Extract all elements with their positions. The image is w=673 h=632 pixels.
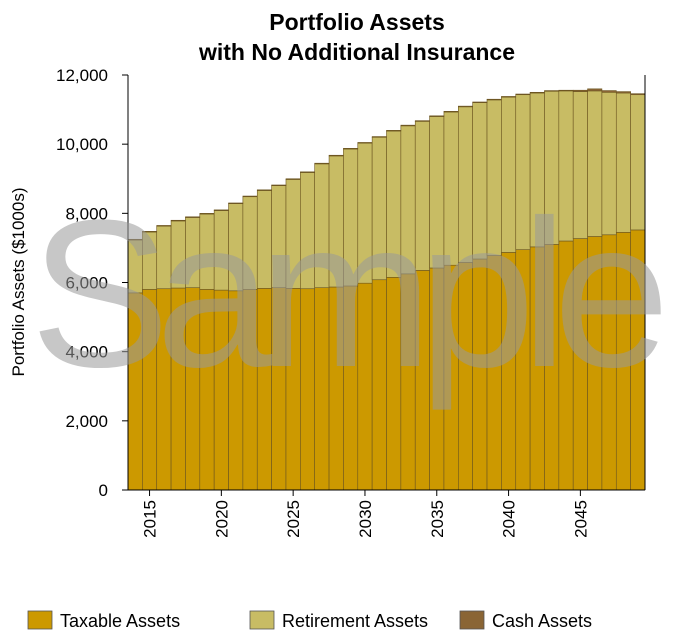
- bar-segment: [515, 93, 531, 96]
- bar-segment: [300, 171, 315, 173]
- bar-segment: [228, 202, 244, 204]
- legend-swatch: [459, 610, 485, 630]
- bar-segment: [472, 101, 488, 103]
- bar-segment: [170, 219, 186, 222]
- bar-segment: [558, 89, 574, 92]
- legend-label: Retirement Assets: [282, 611, 428, 631]
- bar-segment: [142, 231, 158, 233]
- x-tick-label: 2020: [212, 500, 231, 538]
- y-tick-label: 4,000: [65, 343, 108, 362]
- bar-segment: [630, 93, 646, 96]
- y-tick-label: 8,000: [65, 204, 108, 223]
- y-tick-label: 0: [99, 481, 108, 500]
- bar-segment: [156, 225, 172, 227]
- bar-segment: [357, 142, 373, 144]
- y-tick-label: 2,000: [65, 412, 108, 431]
- bar-segment: [285, 178, 301, 180]
- legend-label: Taxable Assets: [60, 611, 180, 631]
- bar-segment: [615, 91, 631, 94]
- x-tick-label: 2045: [571, 500, 590, 538]
- bar-segment: [587, 88, 603, 92]
- bar-segment: [314, 162, 330, 165]
- y-tick-label: 10,000: [56, 135, 108, 154]
- legend-swatch: [249, 610, 275, 630]
- bar-segment: [213, 209, 229, 211]
- bar-segment: [386, 130, 402, 132]
- bar-segment: [601, 90, 617, 93]
- bar-segment: [501, 96, 517, 98]
- chart-subtitle: with No Additional Insurance: [198, 39, 515, 65]
- bar-segment: [458, 105, 473, 108]
- y-tick-label: 6,000: [65, 274, 108, 293]
- legend-swatch: [27, 610, 53, 630]
- bar-segment: [529, 91, 545, 94]
- bar-segment: [544, 90, 560, 92]
- x-tick-label: 2015: [141, 500, 160, 538]
- bar-segment: [271, 184, 287, 186]
- bar-segment: [572, 89, 588, 92]
- x-tick-label: 2030: [356, 500, 375, 538]
- chart-title: Portfolio Assets: [269, 9, 445, 35]
- bar-segment: [242, 195, 258, 198]
- y-axis-label: Portfolio Assets ($1000s): [9, 188, 28, 377]
- bar-segment: [429, 115, 445, 117]
- x-tick-label: 2025: [284, 500, 303, 538]
- bar-segment: [443, 111, 459, 113]
- bar-segment: [185, 216, 201, 218]
- bar-segment: [486, 98, 502, 101]
- y-tick-label: 12,000: [56, 66, 108, 85]
- watermark: Sample: [30, 176, 670, 411]
- bar-segment: [199, 213, 215, 215]
- bar-segment: [400, 124, 416, 127]
- bar-segment: [343, 148, 359, 150]
- bar-segment: [414, 120, 430, 122]
- legend-label: Cash Assets: [492, 611, 592, 631]
- bar-segment: [371, 136, 387, 138]
- x-tick-label: 2040: [500, 500, 519, 538]
- bar-segment: [256, 189, 272, 191]
- bar-segment: [328, 154, 344, 157]
- x-tick-label: 2035: [428, 500, 447, 538]
